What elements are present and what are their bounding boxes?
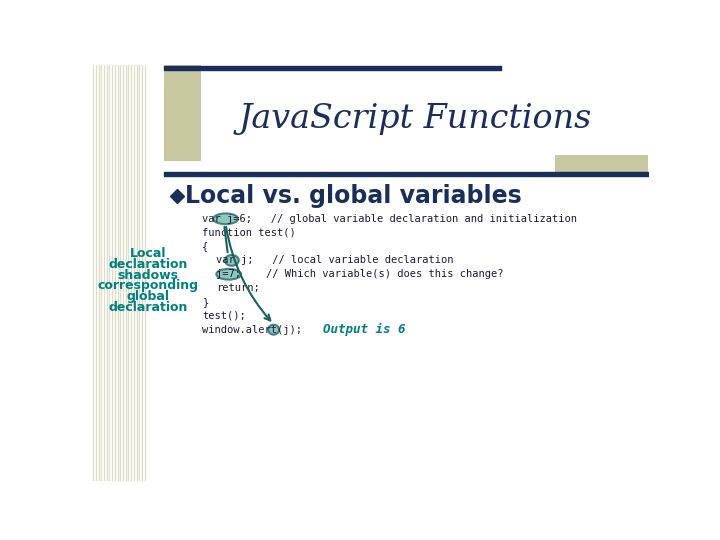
Text: Output is 6: Output is 6 bbox=[307, 323, 405, 336]
Text: var j=6;   // global variable declaration and initialization: var j=6; // global variable declaration … bbox=[202, 214, 577, 224]
Text: return;: return; bbox=[216, 283, 260, 293]
Text: declaration: declaration bbox=[109, 301, 188, 314]
Text: declaration: declaration bbox=[109, 258, 188, 271]
FancyBboxPatch shape bbox=[163, 65, 201, 161]
Ellipse shape bbox=[216, 269, 241, 280]
Text: test();: test(); bbox=[202, 311, 246, 321]
Text: corresponding: corresponding bbox=[98, 279, 199, 292]
Text: var j;   // local variable declaration: var j; // local variable declaration bbox=[216, 255, 454, 265]
Text: function test(): function test() bbox=[202, 228, 296, 238]
Text: shadows: shadows bbox=[117, 268, 179, 281]
Text: JavaScript Functions: JavaScript Functions bbox=[239, 103, 592, 134]
FancyBboxPatch shape bbox=[555, 155, 648, 172]
Text: global: global bbox=[127, 290, 170, 303]
Ellipse shape bbox=[213, 213, 238, 224]
Text: Local vs. global variables: Local vs. global variables bbox=[184, 184, 521, 208]
Text: Local: Local bbox=[130, 247, 166, 260]
Text: j=7;    // Which variable(s) does this change?: j=7; // Which variable(s) does this chan… bbox=[216, 269, 504, 279]
Text: {: { bbox=[202, 241, 209, 252]
Text: }: } bbox=[202, 297, 209, 307]
Text: window.alert(j);: window.alert(j); bbox=[202, 325, 302, 335]
Ellipse shape bbox=[225, 255, 239, 266]
Ellipse shape bbox=[269, 325, 279, 335]
